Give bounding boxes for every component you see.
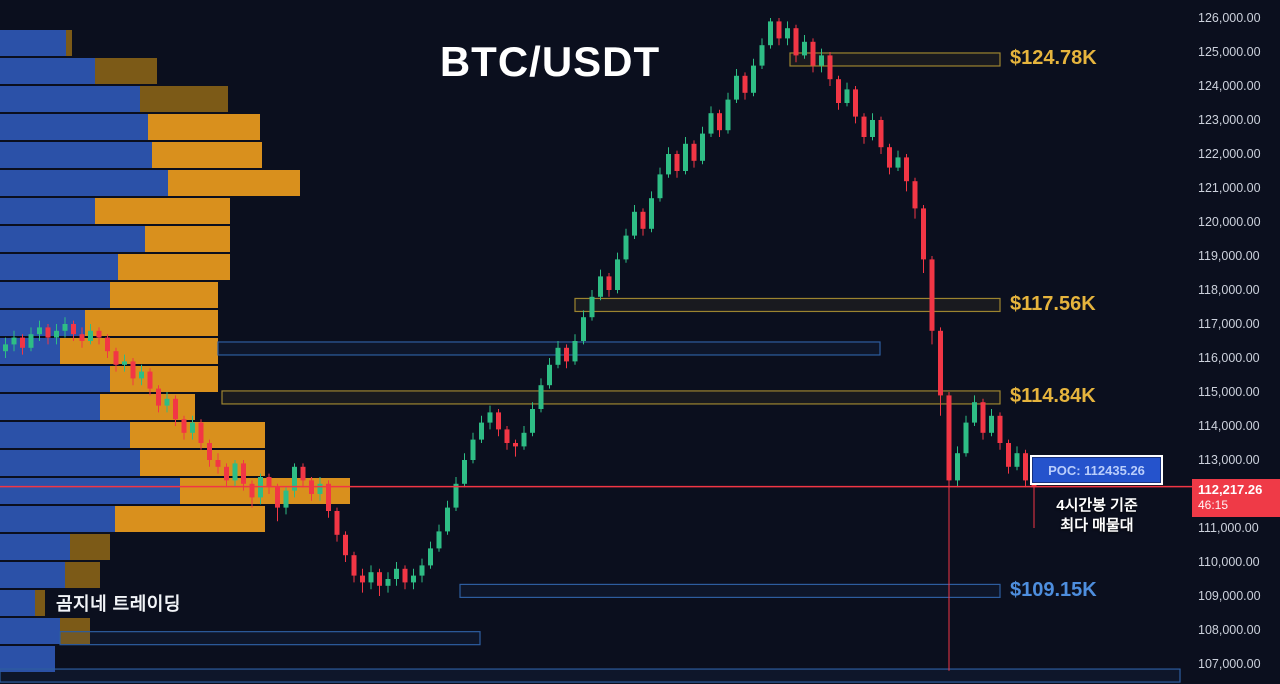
axis-price-label: 117,000.00 — [1198, 317, 1260, 331]
symbol-title: BTC/USDT — [439, 38, 661, 85]
poc-label: POC: 112435.26 — [1048, 462, 1145, 478]
axis-price-label: 113,000.00 — [1198, 453, 1260, 467]
axis-price-label: 123,000.00 — [1198, 113, 1261, 127]
level-label: $114.84K — [1010, 385, 1096, 408]
annotation-line2: 최다 매물대 — [1060, 517, 1134, 534]
axis-price-label: 107,000.00 — [1198, 657, 1261, 671]
axis-price-label: 125,000.00 — [1198, 45, 1261, 59]
watermark: 곰지네 트레이딩 — [56, 594, 181, 614]
axis-price-label: 116,000.00 — [1198, 351, 1260, 365]
poc-label-box: POC: 112435.26 — [1030, 455, 1163, 485]
annotation-line1: 4시간봉 기준 — [1056, 497, 1138, 514]
axis-price-label: 111,000.00 — [1198, 521, 1259, 535]
axis-price-label: 109,000.00 — [1198, 589, 1261, 603]
level-label: $117.56K — [1010, 292, 1096, 315]
axis-price-label: 114,000.00 — [1198, 419, 1260, 433]
current-price: 112,217.26 — [1198, 481, 1263, 497]
axis-price-label: 122,000.00 — [1198, 147, 1261, 161]
annotation: 4시간봉 기준 최다 매물대 — [1018, 496, 1176, 536]
axis-price-label: 126,000.00 — [1198, 11, 1261, 25]
current-price-tag: 112,217.26 46:15 — [1192, 478, 1280, 517]
axis-price-label: 120,000.00 — [1198, 215, 1261, 229]
level-label: $109.15K — [1010, 578, 1097, 601]
candle-countdown: 46:15 — [1198, 497, 1229, 512]
axis-price-label: 115,000.00 — [1198, 385, 1260, 399]
axis-price-label: 119,000.00 — [1198, 249, 1260, 263]
axis-price-label: 118,000.00 — [1198, 283, 1260, 297]
axis-price-label: 121,000.00 — [1198, 181, 1261, 195]
axis-price-label: 124,000.00 — [1198, 79, 1261, 93]
axis-price-label: 108,000.00 — [1198, 623, 1261, 637]
axis-price-label: 110,000.00 — [1198, 555, 1260, 569]
level-label: $124.78K — [1010, 47, 1097, 70]
